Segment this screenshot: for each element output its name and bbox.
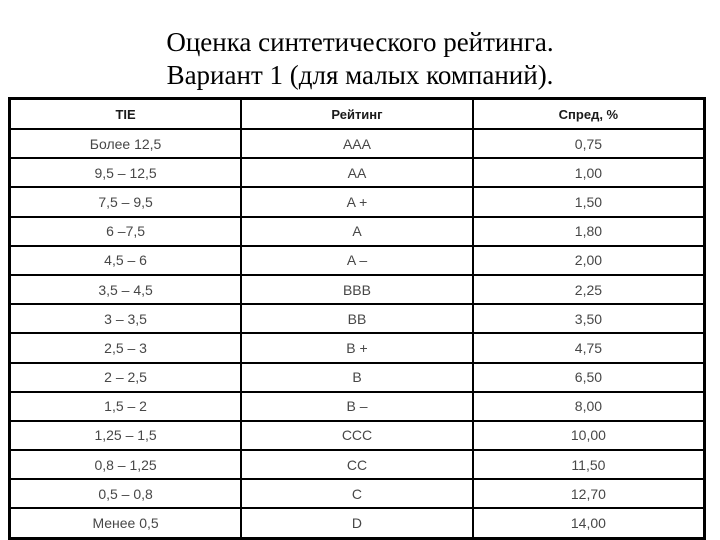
table-header-row: TIE Рейтинг Спред, % (8, 97, 706, 130)
table-cell-tie: 1,5 – 2 (8, 390, 243, 422)
table-row: 6 –7,5 A 1,80 (8, 215, 706, 247)
table-cell-spread: 0,75 (471, 127, 706, 160)
table-cell-rating: A (240, 215, 474, 247)
table-cell-spread: 8,00 (471, 390, 706, 422)
table-row: 2,5 – 3 B + 4,75 (8, 332, 706, 364)
table-cell-rating: B – (240, 390, 474, 422)
column-header-tie: TIE (8, 97, 243, 130)
table-cell-rating: C (240, 478, 474, 510)
table-cell-tie: 0,5 – 0,8 (8, 478, 243, 510)
table-row: 4,5 – 6 A – 2,00 (8, 244, 706, 276)
table-row: 2 – 2,5 B 6,50 (8, 361, 706, 393)
table-row: 1,25 – 1,5 CCC 10,00 (8, 419, 706, 452)
table-cell-rating: AA (240, 157, 474, 189)
table-row: 3,5 – 4,5 BBB 2,25 (8, 273, 706, 306)
table-cell-rating: A + (240, 186, 474, 218)
table-cell-rating: BBB (240, 273, 474, 306)
table-cell-spread: 14,00 (471, 507, 706, 540)
table-cell-tie: 9,5 – 12,5 (8, 157, 243, 189)
table-cell-spread: 3,50 (471, 303, 706, 335)
table-cell-tie: 2 – 2,5 (8, 361, 243, 393)
table-cell-tie: 2,5 – 3 (8, 332, 243, 364)
table-cell-spread: 2,25 (471, 273, 706, 306)
table-cell-tie: Более 12,5 (8, 127, 243, 160)
table-cell-tie: Менее 0,5 (8, 507, 243, 540)
table-cell-tie: 3 – 3,5 (8, 303, 243, 335)
table-cell-spread: 1,80 (471, 215, 706, 247)
table-cell-spread: 4,75 (471, 332, 706, 364)
table-row: Менее 0,5 D 14,00 (8, 507, 706, 540)
table-cell-spread: 1,50 (471, 186, 706, 218)
table-cell-tie: 0,8 – 1,25 (8, 449, 243, 481)
table-cell-rating: B (240, 361, 474, 393)
table-row: 0,8 – 1,25 CC 11,50 (8, 449, 706, 481)
table-row: 1,5 – 2 B – 8,00 (8, 390, 706, 422)
table-cell-rating: D (240, 507, 474, 540)
column-header-spread: Спред, % (471, 97, 706, 130)
table-cell-rating: AAA (240, 127, 474, 160)
table-row: Более 12,5 AAA 0,75 (8, 127, 706, 160)
table-cell-rating: BB (240, 303, 474, 335)
table-cell-spread: 1,00 (471, 157, 706, 189)
table-cell-rating: A – (240, 244, 474, 276)
table-row: 7,5 – 9,5 A + 1,50 (8, 186, 706, 218)
table-cell-spread: 11,50 (471, 449, 706, 481)
table-cell-rating: CC (240, 449, 474, 481)
table-cell-spread: 2,00 (471, 244, 706, 276)
table-cell-rating: B + (240, 332, 474, 364)
page-title-line2: Вариант 1 (для малых компаний). (166, 59, 554, 90)
table-cell-tie: 6 –7,5 (8, 215, 243, 247)
column-header-rating: Рейтинг (240, 97, 474, 130)
table-row: 9,5 – 12,5 AA 1,00 (8, 157, 706, 189)
table-cell-spread: 6,50 (471, 361, 706, 393)
table-cell-rating: CCC (240, 419, 474, 452)
table-row: 0,5 – 0,8 C 12,70 (8, 478, 706, 510)
table-row: 3 – 3,5 BB 3,50 (8, 303, 706, 335)
page-title: Оценка синтетического рейтинга. Вариант … (0, 26, 720, 92)
table-cell-tie: 3,5 – 4,5 (8, 273, 243, 306)
table-cell-tie: 1,25 – 1,5 (8, 419, 243, 452)
table-cell-tie: 7,5 – 9,5 (8, 186, 243, 218)
page-title-line1: Оценка синтетического рейтинга. (166, 27, 554, 57)
table-cell-tie: 4,5 – 6 (8, 244, 243, 276)
table-cell-spread: 10,00 (471, 419, 706, 452)
synthetic-rating-table: TIE Рейтинг Спред, % Более 12,5 AAA 0,75… (8, 97, 706, 540)
table-cell-spread: 12,70 (471, 478, 706, 510)
